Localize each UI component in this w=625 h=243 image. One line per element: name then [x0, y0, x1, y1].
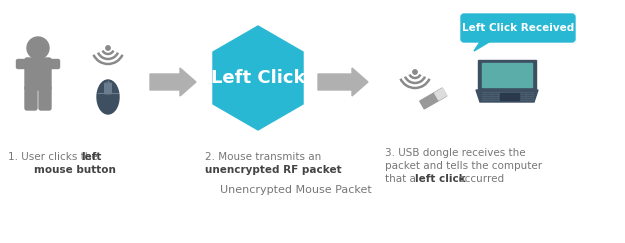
Polygon shape: [482, 63, 532, 87]
Polygon shape: [434, 88, 446, 100]
Polygon shape: [474, 39, 494, 51]
FancyBboxPatch shape: [48, 60, 59, 69]
Polygon shape: [478, 60, 536, 90]
FancyArrow shape: [318, 68, 368, 96]
Polygon shape: [420, 88, 447, 109]
FancyBboxPatch shape: [16, 60, 29, 69]
Text: that a: that a: [385, 174, 419, 184]
Text: Left Click Received: Left Click Received: [462, 23, 574, 33]
FancyArrow shape: [150, 68, 196, 96]
Polygon shape: [476, 90, 538, 102]
Circle shape: [106, 46, 110, 50]
Text: 2. Mouse transmits an: 2. Mouse transmits an: [205, 152, 321, 162]
Text: left: left: [81, 152, 101, 162]
FancyBboxPatch shape: [25, 58, 51, 90]
Text: left click: left click: [415, 174, 466, 184]
Polygon shape: [213, 26, 303, 130]
FancyBboxPatch shape: [39, 86, 51, 110]
Text: 1. User clicks the: 1. User clicks the: [8, 152, 101, 162]
FancyBboxPatch shape: [25, 86, 37, 110]
FancyBboxPatch shape: [105, 83, 111, 94]
Text: Unencrypted Mouse Packet: Unencrypted Mouse Packet: [220, 185, 372, 195]
Ellipse shape: [97, 80, 119, 114]
Text: Left Click: Left Click: [211, 69, 305, 87]
Circle shape: [27, 37, 49, 59]
Text: occurred: occurred: [455, 174, 504, 184]
Text: mouse button: mouse button: [34, 165, 116, 175]
Circle shape: [412, 70, 418, 74]
Text: packet and tells the computer: packet and tells the computer: [385, 161, 542, 171]
FancyBboxPatch shape: [461, 14, 575, 42]
FancyBboxPatch shape: [501, 94, 519, 101]
Text: 3. USB dongle receives the: 3. USB dongle receives the: [385, 148, 526, 158]
Text: unencrypted RF packet: unencrypted RF packet: [205, 165, 342, 175]
